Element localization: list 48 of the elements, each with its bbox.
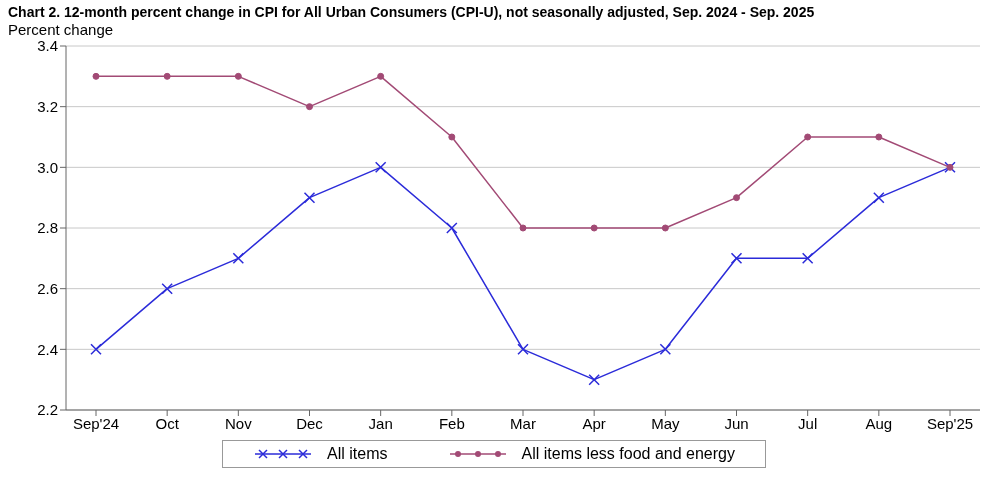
x-tick-label: Mar bbox=[510, 414, 536, 432]
x-tick-label: Aug bbox=[865, 414, 893, 432]
point bbox=[374, 161, 387, 174]
y-tick-label: 2.4 bbox=[37, 340, 58, 358]
y-axis-title: Percent change bbox=[8, 21, 115, 38]
point bbox=[588, 373, 600, 386]
legend-label: All items less food and energy bbox=[521, 445, 735, 463]
x-tick-label: Sep'25 bbox=[926, 414, 974, 432]
point bbox=[90, 343, 102, 356]
legend-label: All items bbox=[327, 445, 388, 463]
point bbox=[163, 72, 171, 80]
point bbox=[448, 133, 456, 141]
point bbox=[92, 72, 100, 80]
point bbox=[377, 72, 385, 80]
x-tick-label: Sep'24 bbox=[72, 414, 120, 432]
point bbox=[661, 224, 669, 232]
point bbox=[232, 252, 245, 265]
x-tick-label: Apr bbox=[582, 414, 606, 432]
point bbox=[590, 224, 598, 232]
y-tick-label: 2.2 bbox=[37, 401, 58, 419]
point bbox=[875, 133, 883, 141]
point bbox=[303, 191, 316, 204]
chart-title: Chart 2. 12-month percent change in CPI for All Urban Consumers (CPI-U), not seasonally adjusted, Sep. 2024 - Sep. 2025 bbox=[8, 4, 816, 20]
point bbox=[517, 343, 529, 356]
x-tick-label: Jan bbox=[368, 414, 393, 432]
x-tick-label: Oct bbox=[155, 414, 180, 432]
x-tick-label: Nov bbox=[224, 414, 253, 432]
y-tick-label: 3.4 bbox=[37, 37, 58, 55]
y-tick-label: 2.8 bbox=[37, 219, 58, 237]
point bbox=[234, 72, 242, 80]
x-tick-label: May bbox=[651, 414, 680, 432]
x-tick-label: Jul bbox=[798, 414, 818, 432]
point bbox=[804, 133, 812, 141]
point bbox=[519, 224, 527, 232]
y-tick-label: 3.0 bbox=[37, 158, 58, 176]
point bbox=[659, 343, 672, 356]
x-tick-label: Jun bbox=[724, 414, 749, 432]
point bbox=[733, 194, 740, 202]
x-tick-label: Feb bbox=[438, 414, 465, 432]
y-tick-label: 2.6 bbox=[37, 279, 58, 297]
point bbox=[730, 252, 743, 265]
point bbox=[161, 282, 173, 295]
point bbox=[446, 222, 458, 234]
y-tick-label: 3.2 bbox=[37, 97, 58, 115]
x-tick-label: Dec bbox=[296, 414, 324, 432]
point bbox=[801, 252, 814, 265]
point bbox=[873, 191, 885, 204]
point bbox=[306, 103, 313, 111]
